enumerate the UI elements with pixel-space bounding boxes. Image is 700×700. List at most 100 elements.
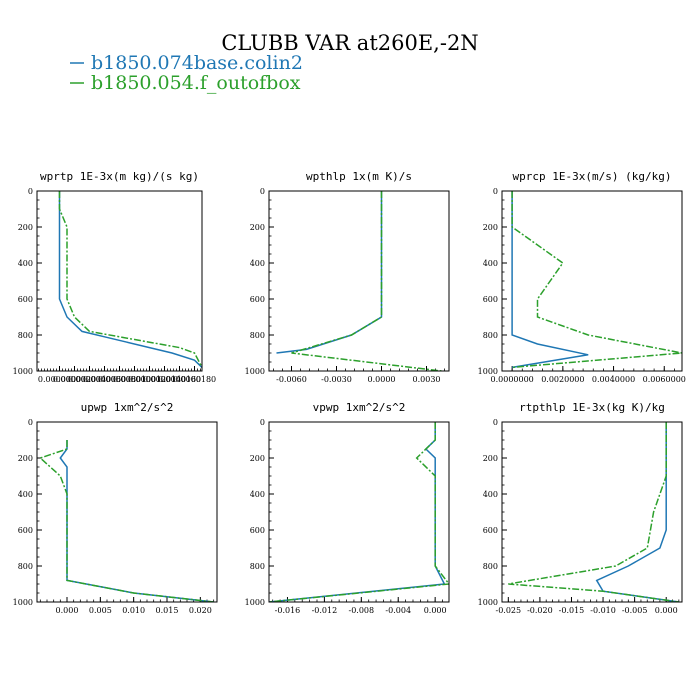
y-tick-label: 400: [18, 259, 33, 268]
x-tick-label: -0.020: [527, 606, 553, 615]
series-line-1: [58, 191, 202, 368]
y-tick-label: 1000: [478, 367, 498, 376]
x-tick-label: -0.016: [275, 606, 301, 615]
plot-frame: [501, 421, 683, 603]
x-tick-label: 0.0000100: [113, 375, 156, 384]
y-tick-label: 600: [483, 295, 498, 304]
y-tick-label: 400: [483, 259, 498, 268]
x-tick-label: -0.015: [559, 606, 585, 615]
y-tick-label: 0: [493, 418, 498, 427]
y-tick-label: 200: [250, 454, 265, 463]
y-tick-label: 1000: [245, 367, 265, 376]
y-tick-label: 200: [18, 223, 33, 232]
legend-label-1: b1850.054.f_outofbox: [91, 72, 301, 94]
x-tick-label: -0.010: [590, 606, 616, 615]
y-tick-label: 600: [18, 526, 33, 535]
y-tick-label: 0: [28, 187, 33, 196]
x-tick-label: -0.012: [312, 606, 338, 615]
panel-1: wpthlp 1x(m K)/s 0 200 400 600 800 1000 -0.0060…: [245, 170, 450, 384]
x-tick-label: 0.0000180: [173, 375, 216, 384]
x-tick-label: 0.005: [89, 606, 112, 615]
x-tick-label: 0.0000160: [158, 375, 201, 384]
x-tick-label: 0.010: [122, 606, 145, 615]
series-line-1: [38, 440, 214, 602]
y-tick-label: 0: [28, 418, 33, 427]
panel-4: vpwp 1xm^2/s^2 0 200 400 600 800 1000 -0.016 -0.…: [245, 401, 450, 615]
series-line-1: [291, 191, 442, 371]
x-tick-label: -0.004: [385, 606, 411, 615]
plot-frame: [501, 190, 683, 372]
x-tick-label: -0.025: [496, 606, 522, 615]
y-tick-label: 1000: [13, 598, 33, 607]
y-tick-label: 800: [483, 331, 498, 340]
x-tick-label: 0.0000000: [38, 375, 81, 384]
y-tick-label: 200: [483, 454, 498, 463]
y-tick-label: 1000: [13, 367, 33, 376]
x-tick-label: 0.0000000: [491, 375, 534, 384]
y-tick-label: 800: [250, 331, 265, 340]
x-tick-label: 0.000: [655, 606, 678, 615]
y-tick-label: 800: [18, 562, 33, 571]
series-line-0: [511, 191, 589, 369]
panel-title: vpwp 1xm^2/s^2: [313, 401, 406, 414]
series-line-1: [269, 422, 449, 602]
x-tick-label: 0.000: [56, 606, 79, 615]
plot-frame: [268, 190, 450, 372]
x-tick-label: 0.0000120: [128, 375, 171, 384]
x-tick-label: -0.005: [622, 606, 648, 615]
x-tick-label: 0.0000040: [68, 375, 111, 384]
series-line-0: [58, 191, 202, 368]
panel-5: rtpthlp 1E-3x(kg K)/kg02004006008001000-…: [478, 401, 683, 615]
series-line-0: [269, 422, 446, 602]
y-tick-label: 200: [483, 223, 498, 232]
y-tick-label: 600: [483, 526, 498, 535]
series-line-1: [511, 191, 682, 369]
series-line-0: [276, 191, 383, 354]
x-tick-label: 0.0000020: [53, 375, 96, 384]
plot-frame: [36, 421, 218, 603]
x-tick-label: 0.0000080: [98, 375, 141, 384]
y-tick-label: 0: [260, 187, 265, 196]
y-tick-label: 1000: [245, 598, 265, 607]
x-tick-label: 0.0040000: [592, 375, 635, 384]
x-tick-label: 0.015: [156, 606, 179, 615]
y-tick-label: 200: [250, 223, 265, 232]
figure-title: CLUBB VAR at260E,-2N: [221, 31, 478, 55]
plot-frame: [268, 421, 450, 603]
x-tick-label: -0.008: [349, 606, 375, 615]
panel-3: upwp 1xm^2/s^2 0 200 400 600 800 1000 0.000 0.00…: [13, 401, 218, 615]
panel-title: upwp 1xm^2/s^2: [81, 401, 174, 414]
y-tick-label: 800: [250, 562, 265, 571]
panel-title: rtpthlp 1E-3x(kg K)/kg: [519, 401, 665, 414]
x-tick-label: 0.0060000: [643, 375, 686, 384]
panels: wprtp 1E-3x(m kg)/(s kg) 0 200 400 600 800 100…: [13, 170, 686, 615]
panel-title: wprcp 1E-3x(m/s) (kg/kg): [513, 170, 672, 183]
y-tick-label: 0: [260, 418, 265, 427]
y-tick-label: 1000: [478, 598, 498, 607]
series-line-1: [508, 422, 679, 602]
legend: b1850.074base.colin2 b1850.054.f_outofbo…: [70, 52, 303, 94]
legend-label-0: b1850.074base.colin2: [91, 52, 303, 74]
y-tick-label: 400: [18, 490, 33, 499]
panel-title: wpthlp 1x(m K)/s: [306, 170, 412, 183]
panel-title: wprtp 1E-3x(m kg)/(s kg): [40, 170, 199, 183]
x-tick-label: 0.0000140: [143, 375, 186, 384]
y-tick-label: 800: [483, 562, 498, 571]
y-tick-label: 600: [18, 295, 33, 304]
y-tick-label: 600: [250, 526, 265, 535]
x-tick-label: 0.0020000: [541, 375, 584, 384]
panel-2: wprcp 1E-3x(m/s) (kg/kg) 0 200 400 600 800 100…: [478, 170, 686, 384]
x-tick-label: -0.0030: [321, 375, 352, 384]
x-tick-label: 0.020: [189, 606, 212, 615]
y-tick-label: 600: [250, 295, 265, 304]
y-tick-label: 400: [250, 259, 265, 268]
y-tick-label: 0: [493, 187, 498, 196]
plot-frame: [36, 190, 203, 372]
x-tick-label: -0.0060: [276, 375, 307, 384]
x-tick-label: 0.0000060: [83, 375, 126, 384]
y-tick-label: 200: [18, 454, 33, 463]
panel-0: wprtp 1E-3x(m kg)/(s kg) 0 200 400 600 800 100…: [13, 170, 216, 384]
x-tick-label: 0.0030: [413, 375, 441, 384]
series-line-0: [59, 440, 214, 602]
